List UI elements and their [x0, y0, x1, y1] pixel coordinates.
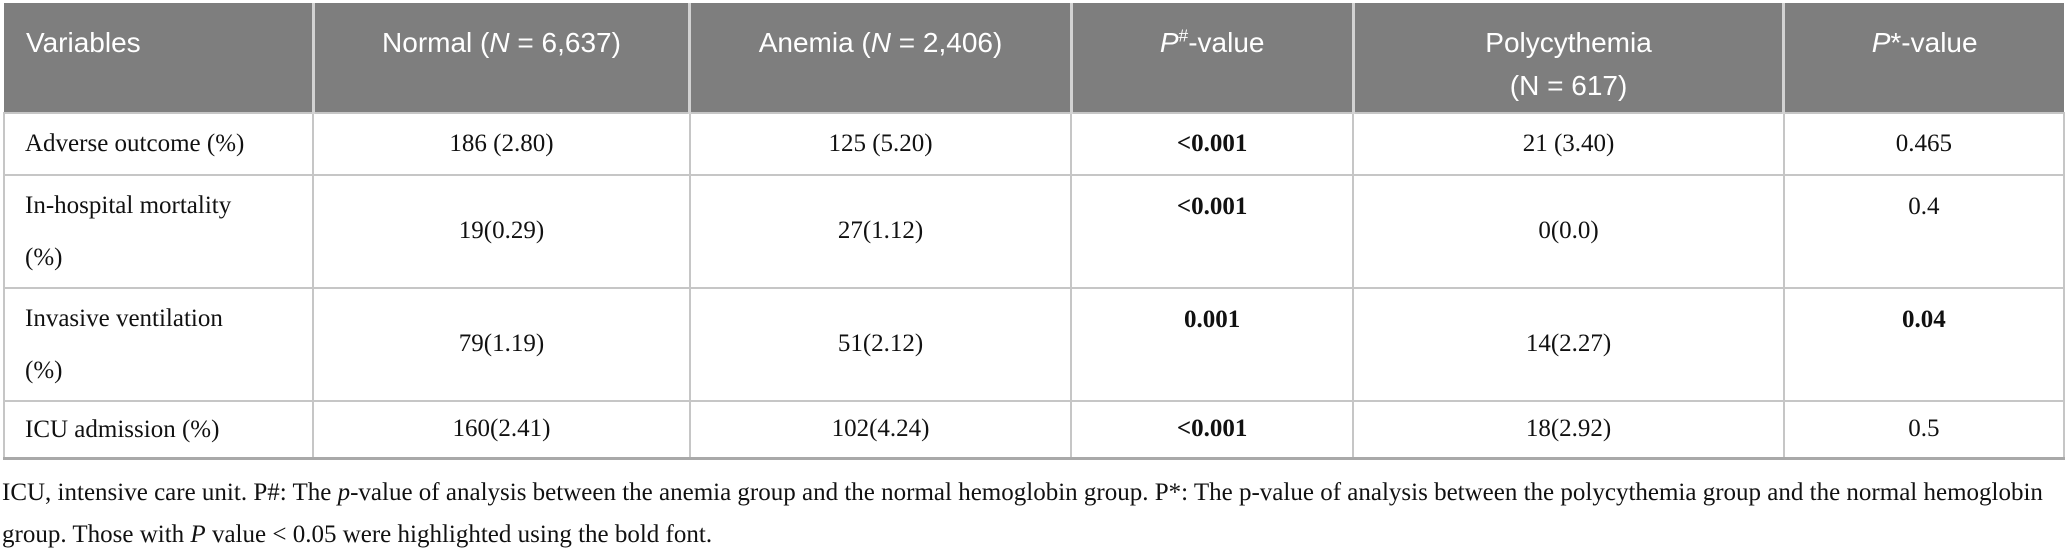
- polycythemia-value-cell: 21 (3.40): [1352, 112, 1785, 176]
- variable-label-cell: Adverse outcome (%): [3, 112, 314, 176]
- table-row-invasive-ventilation: Invasive ventilation (%) 79(1.19) 51(2.1…: [3, 287, 2066, 402]
- footnote-text: value < 0.05 were highlighted using the …: [205, 521, 713, 549]
- header-anemia-n: N: [870, 27, 891, 58]
- p-hash-value-cell: <0.001: [1070, 400, 1355, 461]
- header-p-hash-value: P#-value: [1071, 3, 1355, 113]
- table-body: Adverse outcome (%) 186 (2.80) 125 (5.20…: [3, 112, 2066, 461]
- anemia-value-cell: 125 (5.20): [688, 112, 1073, 176]
- normal-value-cell: 160(2.41): [312, 400, 691, 461]
- footnote-text: ICU, intensive care unit. P#: The: [2, 479, 338, 507]
- header-normal-n: N: [489, 27, 510, 58]
- header-p-hash-p: P: [1159, 27, 1179, 58]
- table-header: Variables Normal (N = 6,637) Anemia (N =…: [4, 3, 2064, 113]
- anemia-value-cell: 27(1.12): [688, 174, 1073, 289]
- polycythemia-value-cell: 18(2.92): [1352, 400, 1785, 461]
- p-star-value-cell: 0.5: [1782, 400, 2066, 461]
- header-anemia: Anemia (N = 2,406): [689, 3, 1073, 113]
- p-star-value-cell: 0.04: [1782, 287, 2066, 402]
- header-p-hash-suffix: -value: [1188, 27, 1265, 58]
- footnote-italic-p: p: [337, 479, 351, 507]
- p-hash-value-cell: 0.001: [1070, 287, 1355, 402]
- normal-value-cell: 79(1.19): [312, 287, 691, 402]
- header-p-star-p: P: [1871, 27, 1891, 58]
- table-row-adverse-outcome: Adverse outcome (%) 186 (2.80) 125 (5.20…: [3, 112, 2066, 176]
- header-normal-text: Normal (: [382, 27, 490, 58]
- header-normal: Normal (N = 6,637): [313, 3, 692, 113]
- header-anemia-count: = 2,406): [891, 27, 1003, 58]
- variable-label-cell: ICU admission (%): [3, 400, 314, 461]
- anemia-value-cell: 102(4.24): [688, 400, 1073, 461]
- header-variables-label: Variables: [26, 27, 141, 58]
- p-star-value-cell: 0.465: [1782, 112, 2066, 176]
- header-anemia-text: Anemia (: [758, 27, 871, 58]
- header-p-star-value: P*-value: [1783, 3, 2064, 113]
- header-normal-count: = 6,637): [509, 27, 621, 58]
- header-polycythemia-line2: (N = 617): [1509, 70, 1628, 102]
- p-hash-value-cell: <0.001: [1070, 174, 1355, 289]
- polycythemia-value-cell: 14(2.27): [1352, 287, 1785, 402]
- header-polycythemia: Polycythemia (N = 617): [1353, 3, 1786, 113]
- header-p-star-suffix: *-value: [1890, 27, 1978, 58]
- anemia-value-cell: 51(2.12): [688, 287, 1073, 402]
- footnote-text: -value of analysis between the anemia gr…: [2, 479, 2043, 549]
- header-polycythemia-line1: Polycythemia: [1485, 27, 1652, 58]
- header-p-hash-sup: #: [1178, 25, 1189, 46]
- variable-label-cell: Invasive ventilation (%): [3, 287, 314, 402]
- p-hash-value-cell: <0.001: [1070, 112, 1355, 176]
- paper-table-figure: Variables Normal (N = 6,637) Anemia (N =…: [0, 3, 2068, 550]
- table-row-in-hospital-mortality: In-hospital mortality (%) 19(0.29) 27(1.…: [3, 174, 2066, 289]
- normal-value-cell: 19(0.29): [312, 174, 691, 289]
- p-star-value-cell: 0.4: [1782, 174, 2066, 289]
- polycythemia-value-cell: 0(0.0): [1352, 174, 1785, 289]
- normal-value-cell: 186 (2.80): [312, 112, 691, 176]
- outcomes-table: Variables Normal (N = 6,637) Anemia (N =…: [3, 3, 2066, 461]
- variable-label-cell: In-hospital mortality (%): [3, 174, 314, 289]
- table-row-icu-admission: ICU admission (%) 160(2.41) 102(4.24) <0…: [3, 400, 2066, 461]
- header-row: Variables Normal (N = 6,637) Anemia (N =…: [4, 3, 2064, 113]
- footnote-italic-P: P: [190, 521, 206, 549]
- header-variables: Variables: [4, 3, 315, 113]
- table-footnote: ICU, intensive care unit. P#: The p-valu…: [0, 460, 2068, 550]
